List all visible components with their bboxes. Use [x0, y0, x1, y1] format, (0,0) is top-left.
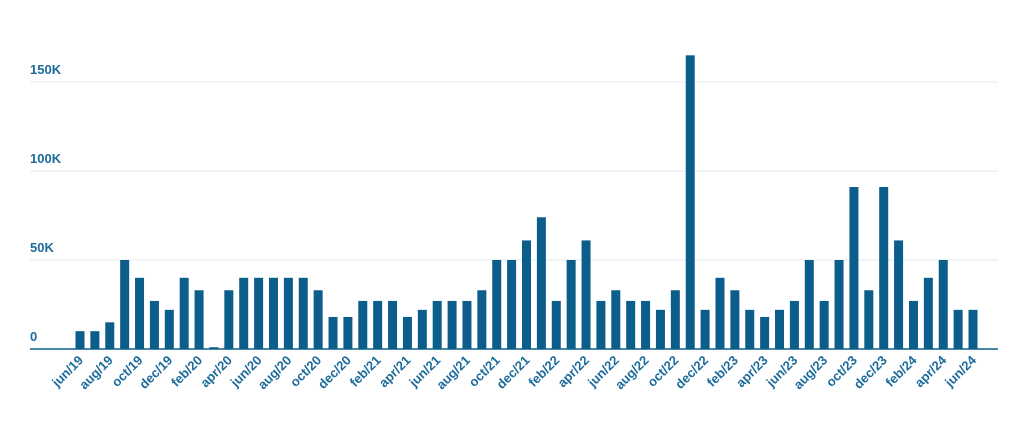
x-tick-label: aug/22 [612, 353, 652, 393]
x-tick-label: feb/21 [347, 353, 384, 390]
bar [120, 260, 130, 349]
x-tick-label: aug/21 [433, 353, 473, 393]
y-tick-label: 0 [30, 329, 37, 344]
bar [894, 240, 904, 349]
bar [804, 260, 814, 349]
bar [522, 240, 531, 349]
bar [492, 260, 502, 349]
x-tick-label: dec/22 [672, 353, 711, 392]
x-tick-label: dec/23 [851, 353, 890, 392]
bar [581, 240, 591, 349]
bar [254, 277, 264, 349]
bar [388, 300, 398, 349]
bar [760, 316, 770, 349]
bar [626, 300, 636, 349]
bar [908, 300, 918, 349]
x-tick-label: feb/22 [525, 353, 562, 390]
bar [164, 309, 174, 349]
bar [268, 277, 278, 349]
y-tick-label: 150K [30, 62, 62, 77]
x-tick-label: feb/20 [168, 353, 205, 390]
bar [194, 290, 204, 349]
bar [923, 277, 933, 349]
bar [417, 309, 427, 349]
bar [432, 300, 442, 349]
bar [298, 277, 308, 349]
y-tick-label: 100K [30, 151, 62, 166]
bar [135, 277, 145, 349]
bar [968, 309, 978, 349]
bar [551, 300, 561, 349]
bar [641, 300, 651, 349]
bar [328, 316, 338, 349]
y-tick-label: 50K [30, 240, 54, 255]
x-tick-label: apr/24 [912, 352, 950, 390]
bar [685, 55, 695, 350]
bar [447, 300, 457, 349]
bar [105, 322, 115, 349]
x-tick-label: dec/21 [493, 353, 532, 392]
x-tick-label: aug/20 [255, 353, 295, 393]
x-tick-label: dec/20 [315, 353, 354, 392]
bar [179, 277, 189, 349]
x-tick-label: jun/24 [941, 352, 979, 390]
bar [849, 187, 859, 349]
bar [864, 290, 874, 349]
bar [953, 309, 963, 349]
bar [879, 187, 889, 349]
bar [700, 309, 710, 349]
bar [224, 290, 234, 349]
bar [566, 260, 576, 349]
bar [670, 290, 680, 349]
bar [313, 290, 323, 349]
x-tick-label: feb/24 [882, 352, 920, 390]
bar [730, 290, 740, 349]
x-tick-label: apr/22 [554, 353, 592, 391]
bar [343, 316, 353, 349]
x-tick-label: feb/23 [704, 353, 741, 390]
bar [819, 300, 829, 349]
bar [283, 277, 293, 349]
bar [373, 300, 383, 349]
x-tick-label: apr/21 [376, 353, 414, 391]
bar [402, 316, 412, 349]
bar [834, 260, 844, 349]
x-tick-label: apr/23 [733, 353, 771, 391]
x-tick-label: aug/23 [791, 353, 831, 393]
bar [209, 347, 219, 349]
bar [358, 300, 368, 349]
x-tick-label: dec/19 [136, 353, 175, 392]
bar [507, 260, 517, 349]
bar [149, 300, 159, 349]
bar [90, 331, 100, 349]
bar [462, 300, 472, 349]
bar [611, 290, 621, 349]
bar [938, 260, 948, 349]
bar [655, 309, 665, 349]
bar [477, 290, 487, 349]
bar [745, 309, 755, 349]
bar [536, 217, 546, 349]
x-tick-label: aug/19 [76, 353, 116, 393]
bar [596, 300, 606, 349]
bar [715, 277, 725, 349]
x-tick-label: apr/20 [197, 353, 235, 391]
bar [775, 309, 785, 349]
bar [75, 331, 85, 349]
bar [789, 300, 799, 349]
bar [239, 277, 249, 349]
